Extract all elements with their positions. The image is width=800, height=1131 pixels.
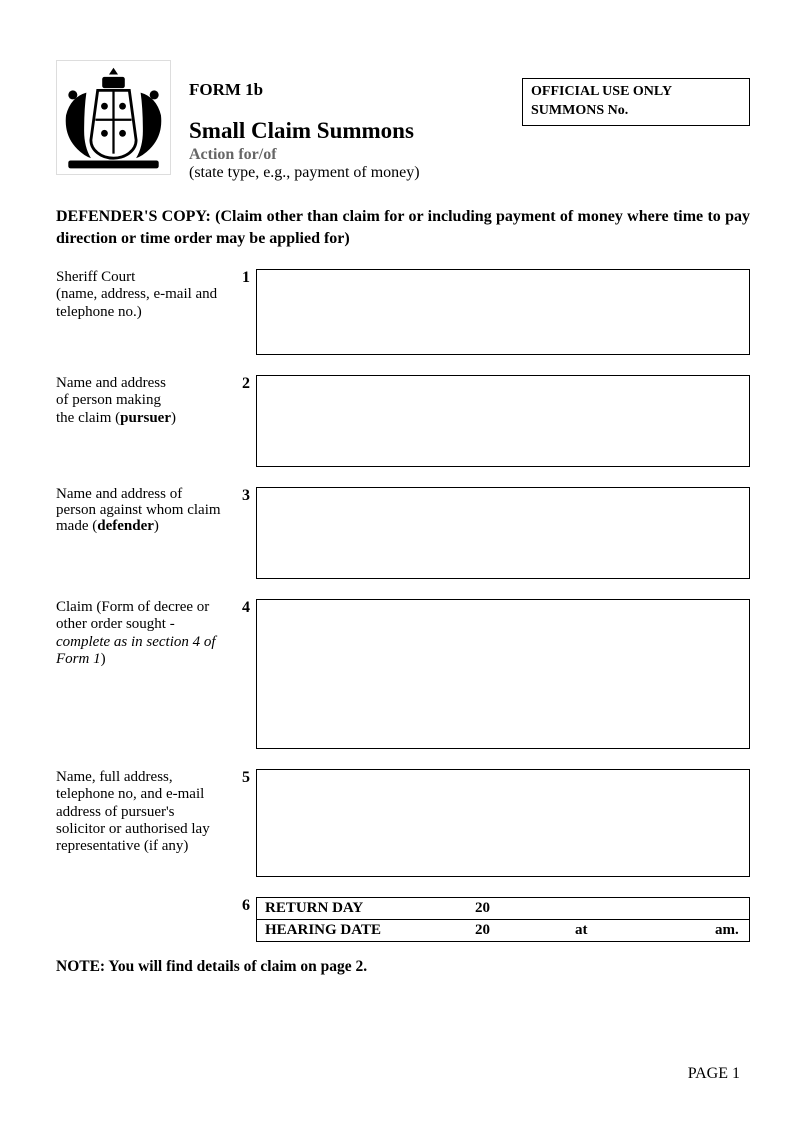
field-defender: Name and address of person against whom … bbox=[56, 487, 750, 579]
field-number: 3 bbox=[234, 487, 256, 505]
claim-input[interactable] bbox=[256, 599, 750, 749]
return-day-row[interactable]: RETURN DAY 20 bbox=[257, 898, 749, 919]
hearing-date-row[interactable]: HEARING DATE 20 at am. bbox=[257, 919, 749, 941]
field-label: Sheriff Court(name, address, e-mail and … bbox=[56, 269, 234, 321]
return-day-label: RETURN DAY bbox=[265, 900, 475, 917]
field-number: 5 bbox=[234, 769, 256, 787]
return-day-year-prefix: 20 bbox=[475, 900, 575, 917]
field-label: Claim (Form of decree or other order sou… bbox=[56, 599, 234, 668]
form-number: FORM 1b bbox=[189, 80, 504, 100]
field-label bbox=[56, 897, 234, 898]
page-number: PAGE 1 bbox=[688, 1065, 740, 1083]
field-label: Name and addressof person makingthe clai… bbox=[56, 375, 234, 427]
subtitle-action: Action for/of bbox=[189, 146, 504, 164]
field-label: Name, full address, telephone no, and e-… bbox=[56, 769, 234, 855]
field-representative: Name, full address, telephone no, and e-… bbox=[56, 769, 750, 877]
royal-crest-icon bbox=[56, 60, 171, 175]
field-dates: 6 RETURN DAY 20 HEARING DATE 20 at am. bbox=[56, 897, 750, 942]
page-title: Small Claim Summons bbox=[189, 118, 504, 144]
field-label: Name and address of person against whom … bbox=[56, 487, 234, 534]
official-use-box: OFFICIAL USE ONLY SUMMONS No. bbox=[522, 78, 750, 126]
header: FORM 1b Small Claim Summons Action for/o… bbox=[56, 60, 750, 182]
representative-input[interactable] bbox=[256, 769, 750, 877]
field-number: 2 bbox=[234, 375, 256, 393]
hearing-ampm: am. bbox=[675, 922, 741, 939]
title-block: FORM 1b Small Claim Summons Action for/o… bbox=[189, 60, 504, 182]
subtitle-hint: (state type, e.g., payment of money) bbox=[189, 164, 504, 182]
hearing-date-year-prefix: 20 bbox=[475, 922, 575, 939]
field-number: 6 bbox=[234, 897, 256, 915]
field-claim: Claim (Form of decree or other order sou… bbox=[56, 599, 750, 749]
field-pursuer: Name and addressof person makingthe clai… bbox=[56, 375, 750, 467]
hearing-date-label: HEARING DATE bbox=[265, 922, 475, 939]
defender-copy-heading: DEFENDER'S COPY: (Claim other than claim… bbox=[56, 206, 750, 249]
official-line1: OFFICIAL USE ONLY bbox=[531, 83, 741, 102]
sheriff-court-input[interactable] bbox=[256, 269, 750, 355]
field-number: 1 bbox=[234, 269, 256, 287]
pursuer-input[interactable] bbox=[256, 375, 750, 467]
field-number: 4 bbox=[234, 599, 256, 617]
hearing-at: at bbox=[575, 922, 675, 939]
field-sheriff-court: Sheriff Court(name, address, e-mail and … bbox=[56, 269, 750, 355]
defender-input[interactable] bbox=[256, 487, 750, 579]
official-line2: SUMMONS No. bbox=[531, 102, 741, 121]
dates-table: RETURN DAY 20 HEARING DATE 20 at am. bbox=[256, 897, 750, 942]
note: NOTE: You will find details of claim on … bbox=[56, 958, 750, 976]
